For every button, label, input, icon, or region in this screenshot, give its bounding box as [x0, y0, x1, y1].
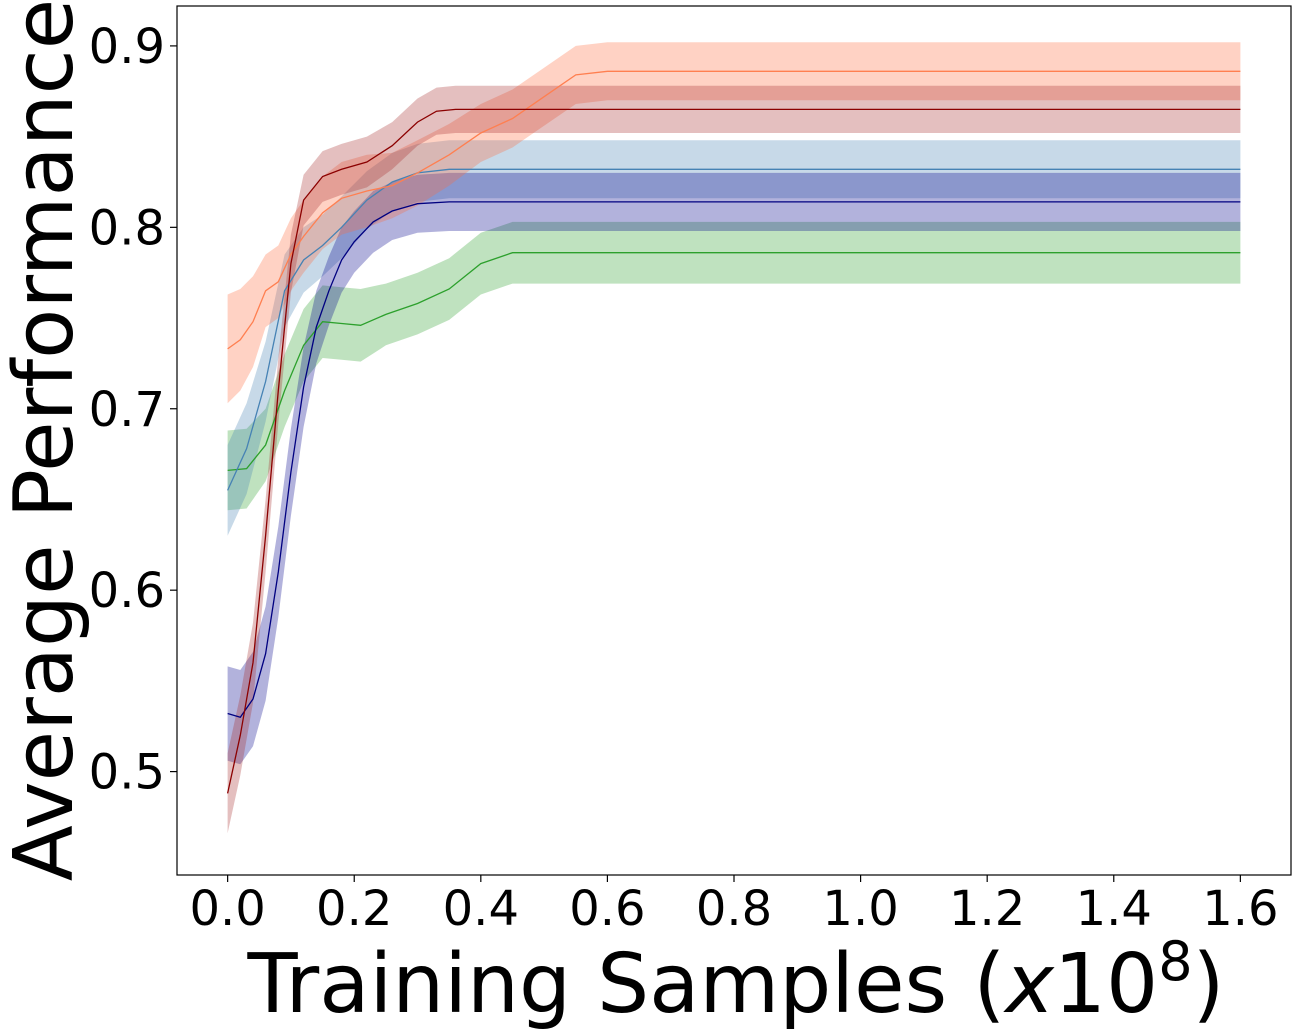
x-axis-title-text: Training Samples ( [246, 937, 1005, 1032]
x-tick-label: 1.2 [949, 881, 1025, 937]
x-tick-label: 0.0 [189, 881, 265, 937]
x-tick-label: 1.0 [822, 881, 898, 937]
x-axis-title-exponent: 8 [1158, 930, 1192, 993]
series-1-line [227, 252, 1241, 472]
x-tick-label: 0.6 [569, 881, 645, 937]
series-4-line [227, 70, 1241, 350]
y-axis-ticks: 0.5 0.6 0.7 0.8 0.9 [89, 19, 177, 801]
y-tick-label: 0.5 [89, 745, 165, 801]
x-axis-title-variable: x [1002, 937, 1055, 1032]
x-tick-label: 1.4 [1076, 881, 1152, 937]
x-tick-label: 0.8 [696, 881, 772, 937]
y-tick-label: 0.7 [89, 382, 165, 438]
y-tick-label: 0.6 [89, 563, 165, 619]
y-tick-label: 0.9 [89, 19, 165, 75]
x-axis-title-base: 10 [1054, 937, 1158, 1032]
series-5-band [227, 85, 1241, 834]
series-2-band [227, 140, 1241, 536]
series-1-band [227, 221, 1241, 511]
y-axis-title: Average Performance [0, 0, 92, 881]
series-3-line [227, 201, 1241, 718]
series-5-line [226, 108, 1241, 794]
x-tick-label: 0.4 [443, 881, 519, 937]
confidence-bands [227, 42, 1241, 834]
x-axis-title: Training Samples (x108) [246, 930, 1224, 1032]
x-tick-label: 1.6 [1202, 881, 1278, 937]
x-axis-title-close: ) [1193, 937, 1225, 1032]
x-axis-ticks: 0.0 0.2 0.4 0.6 0.8 1.0 1.2 1.4 1.6 [189, 875, 1279, 937]
x-tick-label: 0.2 [316, 881, 392, 937]
series-2-line [227, 168, 1241, 491]
series-lines [226, 70, 1241, 794]
plot-frame [176, 5, 1292, 876]
y-tick-label: 0.8 [89, 200, 165, 256]
